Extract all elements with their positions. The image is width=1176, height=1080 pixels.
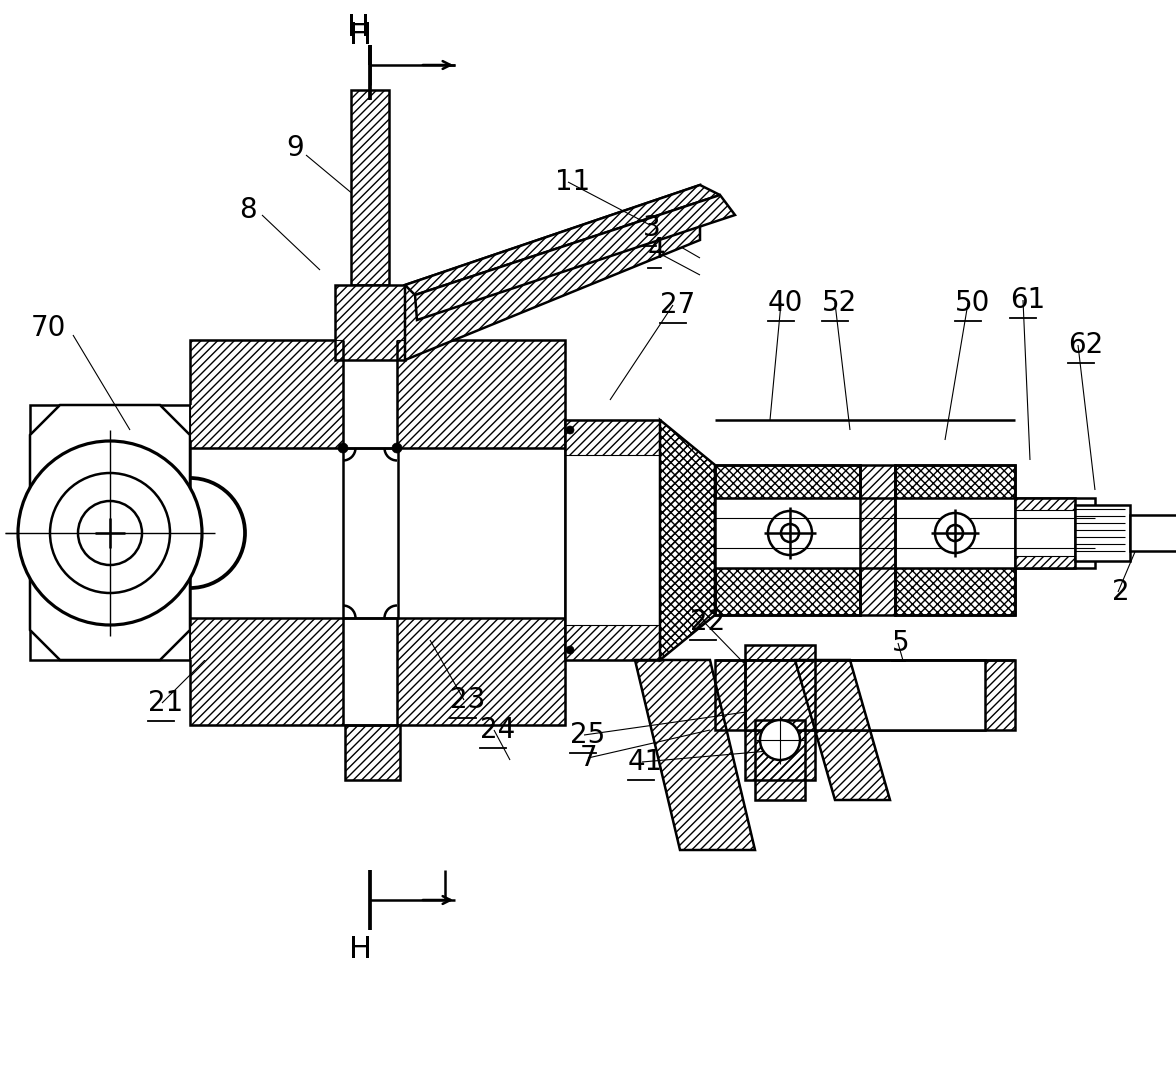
Polygon shape [191,405,250,440]
Text: H: H [348,21,372,50]
Circle shape [566,646,574,654]
Polygon shape [31,405,191,660]
Circle shape [768,511,811,555]
Circle shape [392,443,402,453]
Polygon shape [405,185,720,295]
Circle shape [947,525,963,541]
Polygon shape [415,195,735,320]
Polygon shape [746,660,985,730]
Polygon shape [660,420,715,660]
Text: 21: 21 [148,689,183,717]
Text: 7: 7 [580,744,597,772]
Text: 2: 2 [1112,578,1130,606]
Text: H: H [347,13,369,42]
Text: 61: 61 [1010,286,1045,314]
Text: 52: 52 [822,289,857,318]
Circle shape [781,524,799,542]
Polygon shape [1130,515,1176,551]
Polygon shape [405,185,700,360]
Circle shape [78,501,142,565]
Polygon shape [1015,498,1075,568]
Text: 3: 3 [643,214,661,242]
Text: 24: 24 [480,716,515,744]
Text: 70: 70 [31,314,66,342]
Text: 40: 40 [768,289,803,318]
Polygon shape [191,340,564,725]
Text: 41: 41 [628,748,663,777]
Circle shape [935,513,975,553]
Text: 8: 8 [239,195,256,224]
Circle shape [566,426,574,434]
Text: 25: 25 [570,721,606,750]
Text: 5: 5 [893,629,909,657]
Polygon shape [191,626,250,660]
Circle shape [51,473,171,593]
Text: 23: 23 [450,686,486,714]
Polygon shape [350,90,389,285]
Polygon shape [715,498,1095,568]
Text: 11: 11 [555,168,590,195]
Circle shape [760,720,800,760]
Polygon shape [343,448,397,618]
Polygon shape [335,285,405,360]
Text: H: H [348,935,372,964]
Circle shape [18,441,202,625]
Polygon shape [1075,505,1130,561]
Text: 62: 62 [1068,330,1103,359]
Circle shape [338,443,348,453]
Text: 22: 22 [690,608,726,636]
Polygon shape [31,405,191,660]
Text: 9: 9 [286,134,303,162]
Polygon shape [564,420,660,660]
Text: 27: 27 [660,291,695,319]
Text: 50: 50 [955,289,990,318]
Text: 4: 4 [648,237,666,264]
